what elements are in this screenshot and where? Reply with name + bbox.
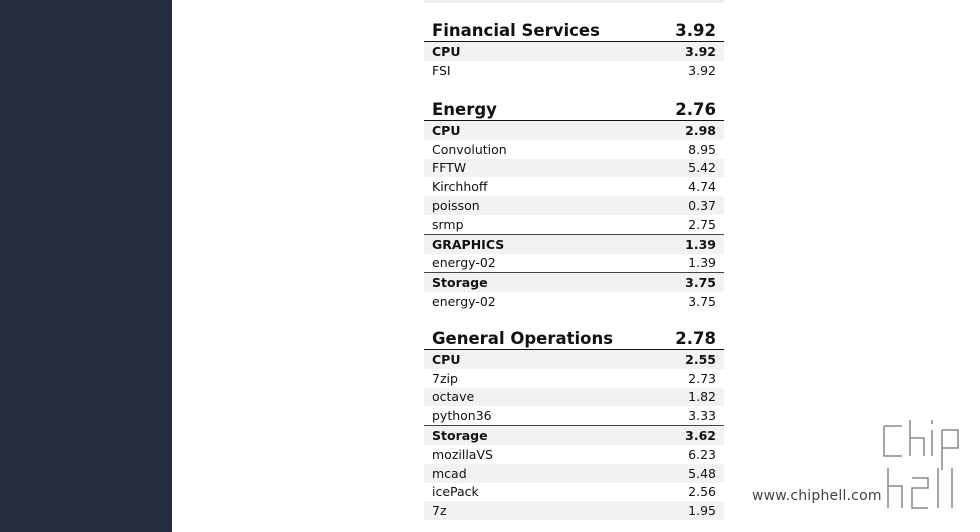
table-row: Convolution 8.95: [424, 140, 724, 159]
category-score: 2.98: [685, 122, 716, 138]
test-name: poisson: [432, 198, 480, 214]
table-row: FSI 3.92: [424, 61, 724, 80]
section-score: 2.76: [675, 100, 716, 119]
section-header: General Operations 2.78: [424, 329, 724, 350]
category-name: Storage: [432, 275, 488, 291]
table-row: icePack 2.56: [424, 483, 724, 502]
section-header: Energy 2.76: [424, 100, 724, 121]
category-name: CPU: [432, 122, 461, 138]
category-row: CPU 3.92: [424, 42, 724, 61]
section-title: Energy: [432, 100, 497, 119]
table-row: mcad 5.48: [424, 463, 724, 483]
test-score: 3.92: [688, 62, 716, 78]
table-row: poisson 0.37: [424, 196, 724, 215]
test-score: 1.95: [688, 503, 716, 519]
category-name: GRAPHICS: [432, 236, 505, 252]
test-score: 4.74: [688, 179, 716, 195]
category-score: 3.62: [685, 428, 716, 444]
watermark-url: www.chiphell.com: [752, 488, 882, 504]
test-name: energy-02: [432, 255, 496, 271]
table-row: python36 3.33: [424, 406, 724, 425]
table-row: FFTW 5.42: [424, 158, 724, 178]
test-score: 3.33: [688, 408, 716, 424]
category-row: CPU 2.98: [424, 121, 724, 140]
category-row: GRAPHICS 1.39: [424, 233, 724, 254]
test-name: srmp: [432, 216, 464, 232]
table-row: 7zip 2.73: [424, 369, 724, 388]
category-name: CPU: [432, 351, 461, 367]
test-score: 1.82: [688, 389, 716, 405]
test-name: python36: [432, 408, 492, 424]
test-score: 6.23: [688, 446, 716, 462]
test-name: icePack: [432, 484, 479, 500]
test-score: 2.56: [688, 484, 716, 500]
table-row: 7z 1.95: [424, 501, 724, 521]
category-score: 3.92: [685, 43, 716, 59]
chiphell-logo: [880, 420, 962, 512]
category-row: Storage 3.62: [424, 425, 724, 445]
test-score: 5.42: [688, 160, 716, 176]
category-name: Storage: [432, 428, 488, 444]
test-name: Convolution: [432, 141, 507, 157]
section-general-operations: General Operations 2.78 CPU 2.55 7zip 2.…: [424, 329, 724, 521]
section-score: 3.92: [675, 21, 716, 40]
category-row: CPU 2.55: [424, 350, 724, 369]
sidebar-panel: [0, 0, 172, 532]
test-score: 0.37: [688, 198, 716, 214]
table-row: energy-02 1.39: [424, 254, 724, 273]
previous-row-remnant: [424, 0, 724, 3]
test-score: 5.48: [688, 465, 716, 481]
category-score: 3.75: [685, 275, 716, 291]
table-row: Kirchhoff 4.74: [424, 177, 724, 196]
test-name: octave: [432, 389, 475, 405]
section-score: 2.78: [675, 329, 716, 348]
test-name: 7zip: [432, 370, 458, 386]
section-header: Financial Services 3.92: [424, 21, 724, 42]
table-row: srmp 2.75: [424, 215, 724, 234]
test-score: 1.39: [688, 255, 716, 271]
test-name: FSI: [432, 62, 451, 78]
table-row: octave 1.82: [424, 387, 724, 407]
table-row: energy-02 3.75: [424, 292, 724, 311]
report-document: Financial Services 3.92 CPU 3.92 FSI 3.9…: [424, 0, 724, 521]
test-score: 2.73: [688, 370, 716, 386]
test-score: 8.95: [688, 141, 716, 157]
test-name: 7z: [432, 503, 447, 519]
section-energy: Energy 2.76 CPU 2.98 Convolution 8.95 FF…: [424, 100, 724, 311]
section-financial-services: Financial Services 3.92 CPU 3.92 FSI 3.9…: [424, 21, 724, 80]
category-score: 2.55: [685, 351, 716, 367]
test-name: mozillaVS: [432, 446, 493, 462]
category-name: CPU: [432, 43, 461, 59]
category-row: Storage 3.75: [424, 272, 724, 293]
category-score: 1.39: [685, 236, 716, 252]
table-row: mozillaVS 6.23: [424, 445, 724, 464]
test-name: energy-02: [432, 294, 496, 310]
test-score: 2.75: [688, 216, 716, 232]
test-name: FFTW: [432, 160, 467, 176]
section-title: Financial Services: [432, 21, 600, 40]
test-name: mcad: [432, 465, 467, 481]
test-name: Kirchhoff: [432, 179, 488, 195]
section-title: General Operations: [432, 329, 614, 348]
test-score: 3.75: [688, 294, 716, 310]
